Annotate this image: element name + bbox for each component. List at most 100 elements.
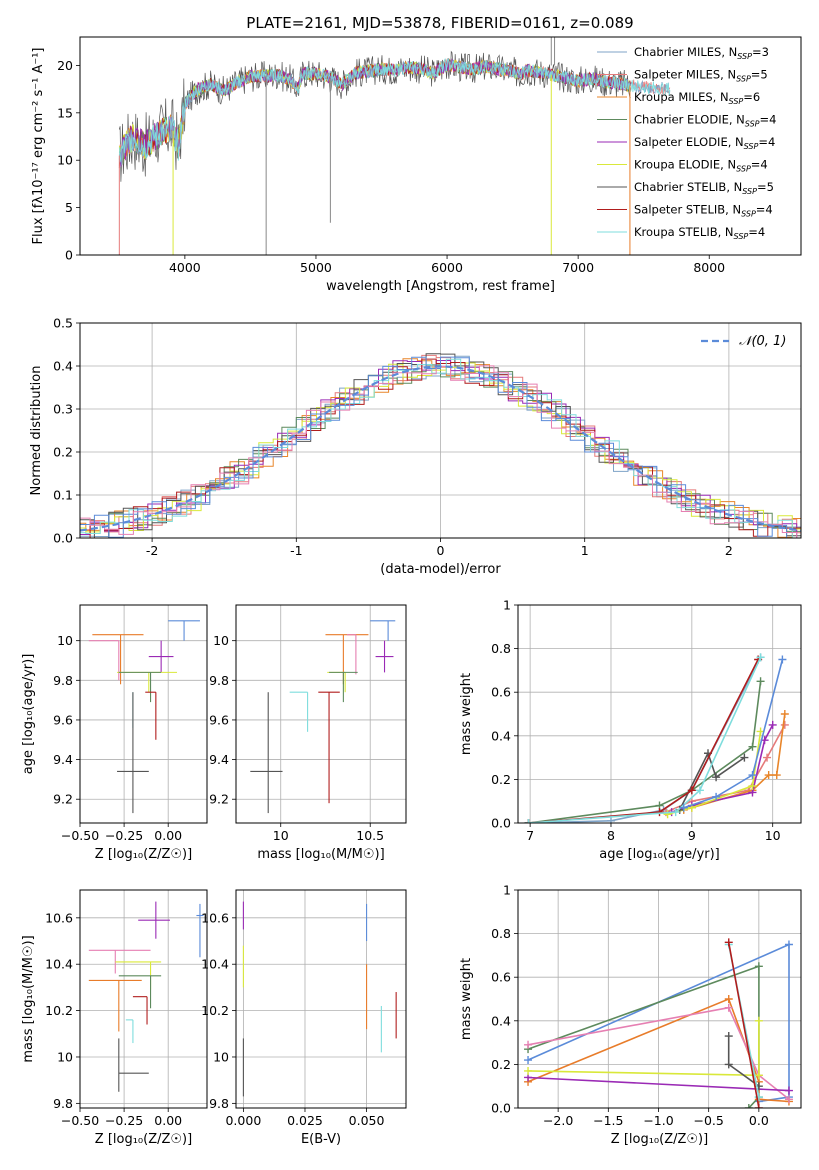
errorbar-point <box>346 634 357 675</box>
weight-marker <box>524 1066 533 1075</box>
y-tick-label: 0.6 <box>491 685 511 700</box>
spectrum-lines <box>118 37 671 255</box>
weight-marker <box>748 742 757 751</box>
x-tick-label: 1 <box>581 543 589 558</box>
mass_vs_ebv-frame <box>235 889 407 1109</box>
errorbar-point <box>375 640 394 673</box>
weight-series <box>524 653 789 823</box>
weight-marker <box>712 773 721 782</box>
axes-weight_vs_Z: −2.0 −1.5 −1.0 −0.5 0.0 0.0 0.2 0.4 0.6 0.8 1 Z [lo… <box>459 883 801 1147</box>
weight-marker <box>524 819 533 823</box>
y-tick-label: 0.4 <box>491 1013 511 1028</box>
errorbar-points <box>88 901 204 1092</box>
errorbar-point <box>125 1019 134 1044</box>
residuals-frame <box>79 322 802 539</box>
axes-mass_vs_Z: −0.50 −0.25 0.00 9.8 10 10.2 10.4 10.6 Z [log₁₀(… <box>21 890 207 1147</box>
weight-marker <box>724 1060 733 1069</box>
histogram-salpeter-elodie <box>80 360 801 538</box>
y-tick-label: 0.4 <box>53 359 73 374</box>
y-tick-label: 0.6 <box>491 970 511 985</box>
errorbar-point <box>250 692 283 814</box>
y-axis-label: mass [log₁₀(M/M☉)] <box>21 935 36 1062</box>
y-tick-label: 9.6 <box>209 712 229 727</box>
legend-label: Salpeter ELODIE, NSSP=4 <box>634 135 775 151</box>
axes-mass_vs_ebv: 0.000 0.025 0.050 9.8 10 10.2 10.4 10.6 E(B-V) <box>201 890 406 1147</box>
x-tick-label: −2.0 <box>543 1113 573 1128</box>
spectrum-frame <box>79 36 802 256</box>
x-tick-label: 6000 <box>431 260 463 275</box>
histogram-series <box>80 353 801 538</box>
x-tick-label: 2 <box>725 543 733 558</box>
errorbar-points <box>242 901 397 1097</box>
y-tick-label: 0.8 <box>491 641 511 656</box>
errorbar-point <box>148 640 174 673</box>
weight-marker <box>744 1104 753 1108</box>
x-tick-label: −0.25 <box>105 828 143 843</box>
age_vs_mass-frame <box>235 604 407 824</box>
x-axis-label: Z [log₁₀(Z/Z☉)] <box>95 847 192 862</box>
weight_vs_age-frame <box>517 604 802 824</box>
x-tick-label: 10 <box>765 828 781 843</box>
weight-marker <box>687 786 696 795</box>
y-tick-label: 10 <box>213 633 229 648</box>
y-tick-label: 10 <box>213 1049 229 1064</box>
x-tick-label: 8 <box>607 828 615 843</box>
y-axis-label: Flux [fλ10⁻¹⁷ erg cm⁻² s⁻¹ A⁻¹] <box>31 48 46 245</box>
errorbar-point <box>168 620 200 641</box>
weight-marker <box>724 995 733 1003</box>
weight-marker <box>754 1071 763 1080</box>
y-tick-label: 20 <box>57 58 73 73</box>
histogram-salpeter-miles <box>80 354 801 534</box>
weight-marker <box>754 962 763 971</box>
x-tick-label: 4000 <box>169 260 201 275</box>
histogram-blue <box>80 356 801 538</box>
weight-marker <box>740 753 749 762</box>
x-axis-label: wavelength [Angstrom, rest frame] <box>326 279 555 294</box>
y-tick-label: 0.1 <box>53 488 73 503</box>
weight-marker <box>748 781 757 790</box>
histogram-kroupa-stelib <box>80 358 801 538</box>
y-tick-label: 9.2 <box>209 792 229 807</box>
weight-marker <box>748 771 757 780</box>
y-tick-label: 1 <box>503 598 511 613</box>
errorbar-points <box>88 620 200 814</box>
weight-marker <box>524 1040 533 1049</box>
y-tick-label: 10 <box>57 633 73 648</box>
y-tick-label: 9.4 <box>209 752 229 767</box>
y-axis-label: age [log₁₀(age/yr)] <box>21 654 36 775</box>
y-tick-label: 0.8 <box>491 926 511 941</box>
x-tick-label: −1.0 <box>643 1113 673 1128</box>
y-axis-label: mass weight <box>459 958 474 1040</box>
x-tick-label: 7 <box>526 828 534 843</box>
weight-line-chabrier-elodie <box>528 681 762 823</box>
x-tick-label: 0.00 <box>154 1113 182 1128</box>
weight-marker <box>754 1104 763 1108</box>
legend-label: Kroupa ELODIE, NSSP=4 <box>634 158 768 174</box>
y-tick-label: 0.4 <box>491 728 511 743</box>
x-tick-label: 0 <box>437 543 445 558</box>
y-tick-label: 5 <box>65 200 73 215</box>
age_vs_Z-frame <box>79 604 208 824</box>
x-axis-label: Z [log₁₀(Z/Z☉)] <box>611 1132 708 1147</box>
y-tick-label: 10 <box>57 153 73 168</box>
y-tick-label: 0.0 <box>53 531 73 546</box>
mass_vs_Z-frame <box>79 889 208 1109</box>
x-axis-label: age [log₁₀(age/yr)] <box>599 847 720 862</box>
spectrum-legend: Chabrier MILES, NSSP=3 Salpeter MILES, NS… <box>597 45 776 241</box>
x-tick-label: −0.50 <box>61 828 99 843</box>
weight-marker <box>671 808 680 817</box>
spectrum-kroupa-stelib <box>118 57 671 163</box>
y-tick-label: 0.0 <box>491 816 511 831</box>
y-tick-label: 9.8 <box>209 673 229 688</box>
legend-label: Kroupa MILES, NSSP=6 <box>634 90 760 106</box>
weight-line-kroupa-miles <box>683 713 786 811</box>
errorbar-point <box>196 903 204 958</box>
errorbar-point <box>327 671 346 693</box>
errorbar-point <box>118 975 162 1009</box>
y-tick-label: 10 <box>57 1049 73 1064</box>
errorbar-point <box>325 634 369 685</box>
weight-marker <box>772 771 781 780</box>
x-axis-label: E(B-V) <box>301 1132 341 1147</box>
x-tick-label: −0.5 <box>693 1113 723 1128</box>
weight-line-blue <box>683 659 784 809</box>
